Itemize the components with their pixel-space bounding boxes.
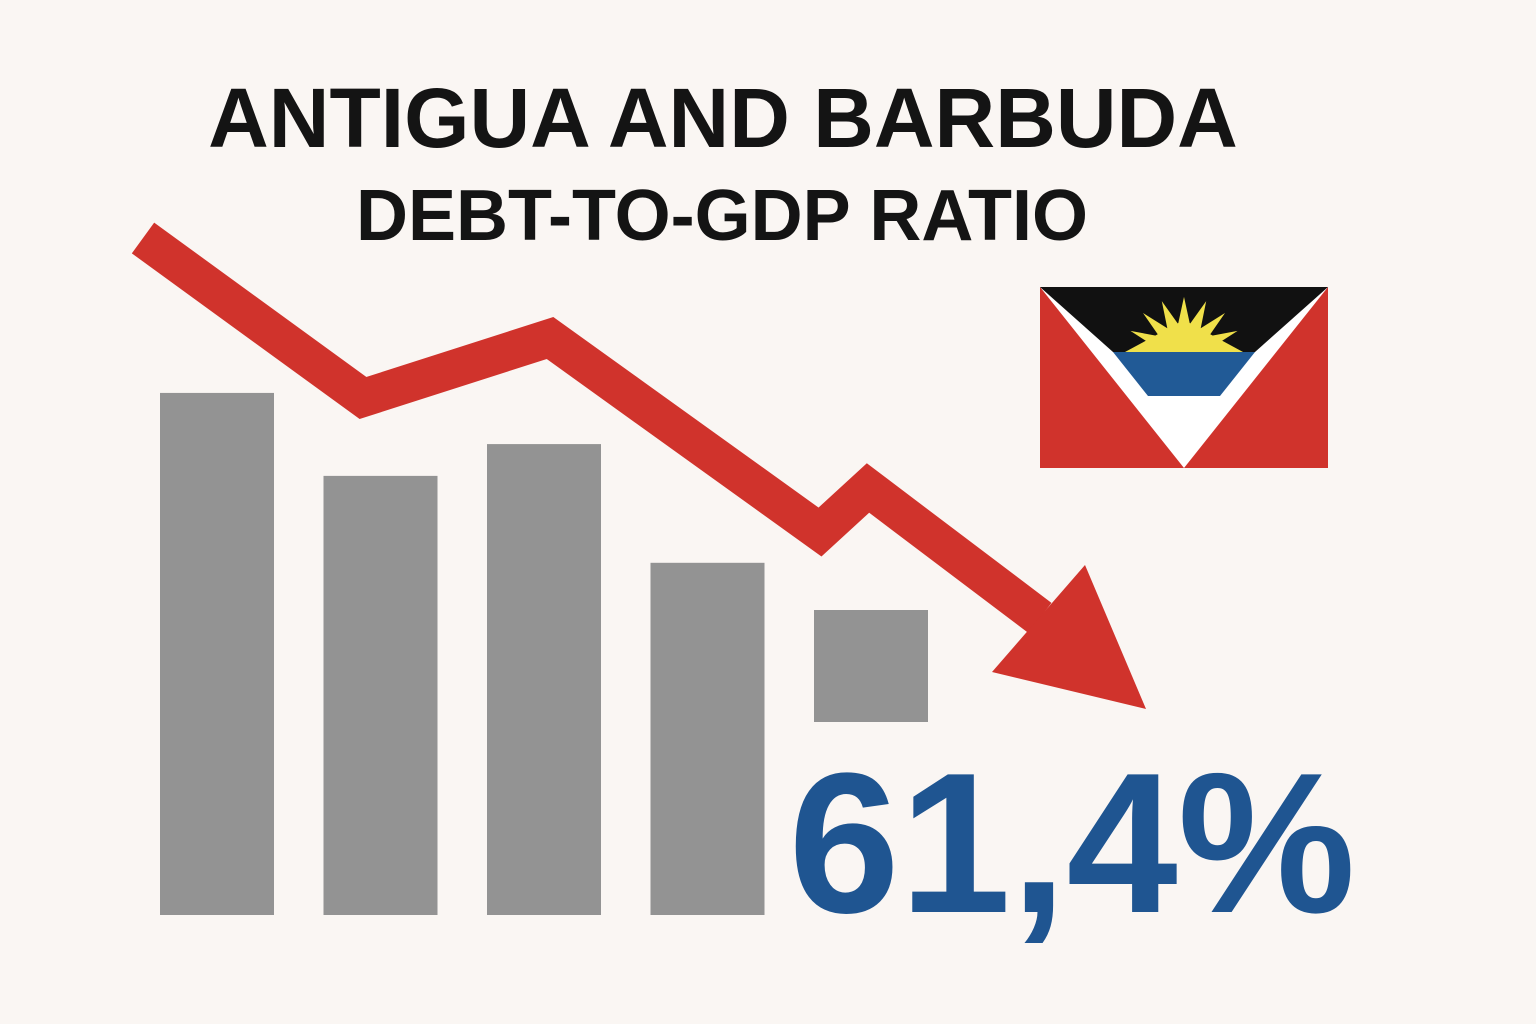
- bars-group: [160, 392, 928, 915]
- trend-arrow: [131, 222, 1146, 709]
- bar-5: [814, 610, 928, 722]
- trend-line: [131, 222, 1052, 634]
- sun-icon: [1125, 296, 1243, 352]
- highlight-value: 61,4%: [788, 732, 1355, 955]
- bar-1: [160, 392, 274, 915]
- antigua-and-barbuda-flag: [1040, 287, 1328, 468]
- arrow-head: [992, 565, 1146, 709]
- chart-title: ANTIGUA AND BARBUDA: [208, 71, 1238, 165]
- chart-subtitle: DEBT-TO-GDP RATIO: [356, 176, 1088, 256]
- bar-3: [487, 444, 601, 915]
- bar-4: [650, 562, 765, 915]
- bar-2: [323, 475, 438, 915]
